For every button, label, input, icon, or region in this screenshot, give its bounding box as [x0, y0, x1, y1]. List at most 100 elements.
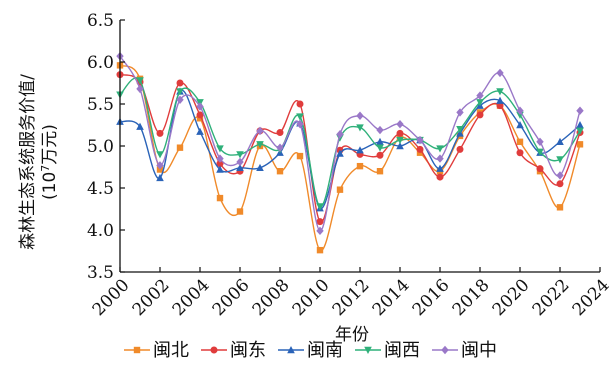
x-tick-label: 2012	[329, 275, 374, 320]
data-point	[496, 96, 504, 104]
legend-label: 闽西	[384, 340, 420, 361]
data-point	[236, 208, 244, 215]
data-point	[456, 145, 464, 153]
x-tick-label: 2014	[369, 275, 414, 320]
plot-area	[116, 51, 584, 254]
x-tick-label: 2008	[249, 275, 294, 320]
data-point	[296, 100, 304, 108]
data-point	[536, 137, 544, 146]
data-point	[256, 126, 264, 136]
data-point	[356, 146, 364, 154]
legend: 闽北 闽东 闽南 闽西 闽中	[124, 340, 497, 361]
x-tick-label: 2022	[529, 275, 574, 320]
x-axis-label: 年份	[335, 325, 369, 345]
x-tick-label: 2016	[409, 275, 454, 320]
data-point	[276, 143, 284, 152]
data-point	[336, 130, 344, 139]
data-point	[576, 141, 584, 148]
data-point	[356, 111, 364, 120]
data-point	[176, 79, 184, 87]
data-point	[136, 77, 144, 85]
y-tick-label: 3.5	[87, 263, 114, 283]
y-tick-label: 4.5	[87, 179, 114, 199]
series-line	[119, 77, 581, 208]
data-point	[376, 168, 384, 175]
data-point	[176, 88, 184, 96]
data-point	[416, 145, 424, 153]
legend-item: 闽东	[201, 340, 266, 361]
data-point	[556, 180, 564, 188]
data-point	[236, 151, 244, 159]
data-point	[496, 88, 504, 96]
data-point	[436, 173, 444, 181]
legend-item: 闽北	[124, 340, 189, 361]
data-point	[136, 122, 144, 130]
data-point	[356, 124, 364, 132]
y-tick-label: 6.0	[87, 53, 114, 73]
legend-label: 闽南	[307, 340, 343, 361]
data-point	[316, 218, 324, 226]
y-tick-label: 6.5	[87, 11, 114, 31]
data-point	[176, 144, 184, 151]
data-point	[156, 173, 164, 182]
data-point	[216, 154, 224, 163]
data-point	[476, 91, 484, 100]
data-point	[316, 246, 324, 254]
data-point	[476, 111, 484, 119]
legend-label: 闽中	[461, 340, 497, 361]
data-point	[516, 149, 524, 157]
y-axis-unit-sup: 7	[39, 165, 52, 172]
data-point	[276, 168, 284, 175]
x-tick-label: 2010	[289, 275, 334, 320]
data-point	[576, 106, 584, 115]
data-point	[536, 165, 544, 173]
x-tick-label: 2018	[449, 275, 494, 320]
legend-marker	[287, 346, 295, 354]
series-line	[119, 89, 581, 209]
data-point	[356, 162, 364, 170]
data-point	[556, 204, 564, 211]
legend-label: 闽北	[153, 340, 189, 361]
data-point	[376, 125, 384, 135]
data-point	[196, 102, 204, 111]
data-point	[316, 203, 324, 211]
data-point	[196, 111, 204, 119]
data-point	[236, 163, 244, 172]
data-point	[176, 95, 184, 104]
data-point	[256, 141, 264, 149]
data-point	[436, 154, 444, 163]
data-point	[216, 145, 224, 153]
data-point	[376, 144, 384, 152]
legend-marker	[441, 345, 449, 355]
data-point	[516, 106, 524, 115]
data-point	[216, 160, 224, 168]
data-point	[436, 164, 444, 172]
data-point	[576, 127, 584, 135]
y-tick-label: 5.5	[87, 95, 114, 115]
data-point	[396, 142, 404, 150]
data-point	[256, 163, 264, 172]
data-point	[496, 102, 504, 110]
data-point	[556, 171, 564, 180]
y-axis-unit-prefix: (10	[40, 172, 60, 200]
series-line	[119, 55, 581, 232]
legend-item: 闽西	[355, 340, 420, 361]
data-point	[536, 148, 544, 156]
legend-item: 闽南	[278, 340, 343, 361]
y-tick-label: 5.0	[87, 137, 114, 157]
data-point	[396, 119, 404, 129]
data-point	[336, 149, 344, 157]
x-tick-label: 2002	[129, 275, 174, 320]
legend-marker	[364, 346, 372, 354]
data-point	[516, 121, 524, 129]
data-point	[376, 151, 384, 159]
data-point	[476, 99, 484, 107]
legend-label: 闽东	[230, 340, 266, 361]
x-tick-label: 2020	[489, 275, 534, 320]
data-point	[196, 127, 204, 135]
data-point	[136, 84, 144, 94]
legend-marker	[210, 346, 218, 354]
data-point	[376, 137, 384, 145]
y-axis-label: 森林生态系统服务价值/	[18, 74, 38, 250]
y-tick-label: 4.0	[87, 221, 114, 241]
